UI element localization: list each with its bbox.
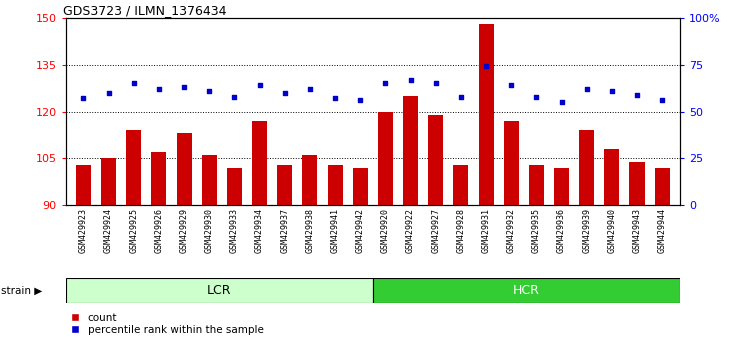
Bar: [554, 168, 569, 205]
Bar: [428, 115, 443, 205]
Bar: [403, 96, 418, 205]
Point: [480, 64, 492, 69]
Text: LCR: LCR: [207, 284, 232, 297]
Point: [178, 84, 190, 90]
Point: [405, 77, 417, 82]
Bar: [66, 278, 373, 303]
Bar: [252, 121, 267, 205]
Point: [631, 92, 643, 97]
Legend: count, percentile rank within the sample: count, percentile rank within the sample: [71, 313, 264, 335]
Bar: [479, 24, 493, 205]
Text: HCR: HCR: [513, 284, 539, 297]
Bar: [504, 121, 519, 205]
Point: [556, 99, 567, 105]
Bar: [227, 168, 242, 205]
Bar: [126, 130, 141, 205]
Point: [505, 82, 517, 88]
Point: [656, 97, 668, 103]
Point: [531, 94, 542, 99]
Text: GDS3723 / ILMN_1376434: GDS3723 / ILMN_1376434: [63, 4, 226, 17]
Bar: [76, 165, 91, 205]
Bar: [453, 165, 469, 205]
Point: [229, 94, 240, 99]
Bar: [277, 165, 292, 205]
Point: [153, 86, 164, 92]
Point: [103, 90, 115, 96]
Point: [581, 86, 593, 92]
Bar: [655, 168, 670, 205]
Bar: [378, 112, 393, 205]
Bar: [202, 155, 217, 205]
Bar: [605, 149, 619, 205]
Bar: [529, 165, 544, 205]
Bar: [352, 168, 368, 205]
Point: [455, 94, 466, 99]
Point: [329, 96, 341, 101]
Point: [203, 88, 215, 94]
Bar: [101, 159, 116, 205]
Point: [254, 82, 265, 88]
Bar: [579, 130, 594, 205]
Point: [355, 97, 366, 103]
Bar: [176, 133, 192, 205]
Text: strain ▶: strain ▶: [1, 285, 42, 295]
Point: [379, 80, 391, 86]
Bar: [373, 278, 680, 303]
Bar: [327, 165, 343, 205]
Bar: [151, 152, 167, 205]
Point: [77, 96, 89, 101]
Point: [606, 88, 618, 94]
Point: [128, 80, 140, 86]
Point: [304, 86, 316, 92]
Point: [430, 80, 442, 86]
Point: [279, 90, 291, 96]
Bar: [303, 155, 317, 205]
Bar: [629, 161, 645, 205]
